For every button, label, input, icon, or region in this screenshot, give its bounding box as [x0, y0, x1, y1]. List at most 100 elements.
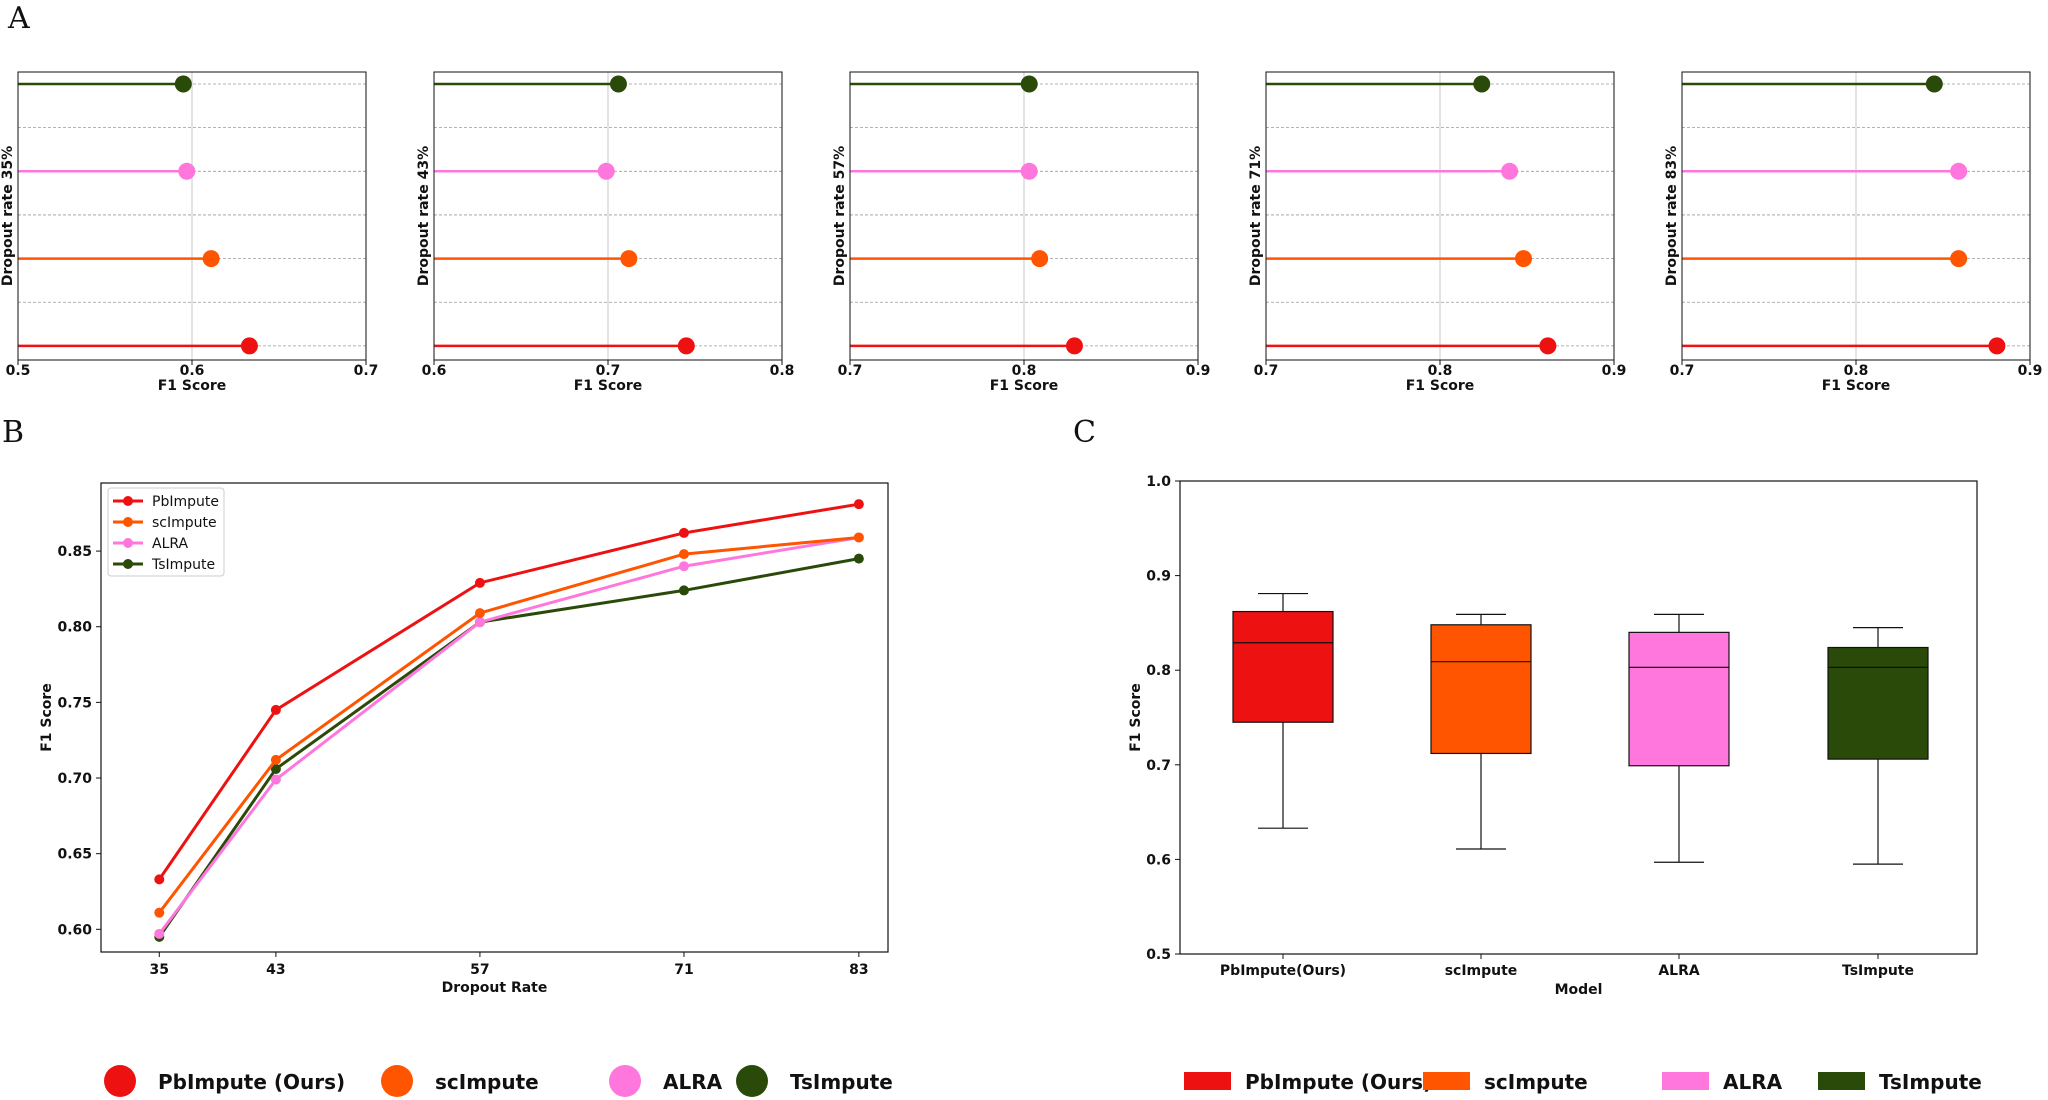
y-tick-label: 0.70 — [57, 771, 92, 787]
lollipop-dot-scimpute — [1031, 250, 1049, 268]
legend-box — [107, 487, 225, 577]
data-point-scimpute — [853, 532, 864, 543]
panel-b-bottom-legend: PbImpute (Ours) scImpute ALRA TsImpute — [104, 1065, 893, 1097]
data-point-tsimpute — [853, 553, 864, 564]
panel-c-box-plot: 0.5 0.6 0.7 0.8 0.9 1.0 PbImpute(Ours) scImpute… — [1128, 474, 1978, 998]
x-tick-label: 0.5 — [6, 363, 31, 379]
x-tick-label: 43 — [266, 962, 285, 978]
subplot-frame — [1681, 71, 2031, 361]
y-axis-label: Dropout rate 57% — [832, 146, 848, 286]
legend-label-alra: ALRA — [663, 1070, 723, 1094]
y-tick-label: 0.75 — [57, 695, 92, 711]
y-tick-label: 0.8 — [1146, 663, 1171, 679]
box-body — [1827, 646, 1929, 760]
x-axis-label: F1 Score — [158, 378, 227, 394]
x-tick-label: 83 — [849, 962, 868, 978]
subplot-frame — [1265, 71, 1615, 361]
lollipop-dot-pbimpute — [240, 337, 258, 355]
subplot-frame — [849, 71, 1199, 361]
x-tick-label: TsImpute — [1842, 963, 1914, 979]
legend-label-scimpute: scImpute — [1484, 1070, 1588, 1094]
x-axis-label: Model — [1555, 982, 1603, 998]
x-tick-label: 0.7 — [1670, 363, 1695, 379]
subplot-frame — [433, 71, 783, 361]
data-point-pbimpute — [270, 704, 281, 715]
panel-c-bottom-legend: PbImpute (Ours) scImpute ALRA TsImpute — [1184, 1070, 1982, 1094]
legend-marker-pbimpute — [123, 496, 133, 506]
legend-label-tsimpute: TsImpute — [1879, 1070, 1982, 1094]
x-tick-label: ALRA — [1658, 963, 1700, 979]
data-point-pbimpute — [678, 527, 689, 538]
inner-legend: PbImpute scImpute ALRA TsImpute — [107, 487, 225, 577]
x-tick-label: PbImpute(Ours) — [1220, 963, 1346, 979]
data-point-alra — [270, 774, 281, 785]
lollipop-dot-alra — [597, 162, 615, 180]
x-tick-label: 0.6 — [422, 363, 447, 379]
x-tick-label: 0.7 — [838, 363, 863, 379]
box-body — [1628, 631, 1730, 767]
box-alra — [1628, 613, 1730, 863]
y-tick-label: 0.5 — [1146, 947, 1171, 963]
lollipop-dot-tsimpute — [1925, 75, 1943, 93]
x-tick-label: 57 — [470, 962, 489, 978]
legend-label-alra: ALRA — [1723, 1070, 1783, 1094]
x-tick-label: 0.8 — [770, 363, 795, 379]
lollipop-dot-pbimpute — [1065, 337, 1083, 355]
legend-label-alra: ALRA — [152, 536, 189, 552]
y-axis-label: Dropout rate 43% — [416, 146, 432, 286]
lollipop-dot-pbimpute — [677, 337, 695, 355]
lollipop-subplot-4: 0.7 0.8 0.9 Dropout rate 71% F1 Score — [1248, 71, 1627, 394]
data-point-scimpute — [154, 907, 165, 918]
x-tick-label: scImpute — [1445, 963, 1518, 979]
data-point-alra — [154, 928, 165, 939]
series-line-pbimpute — [158, 502, 860, 881]
legend-label-pbimpute: PbImpute (Ours) — [1245, 1070, 1432, 1094]
data-point-scimpute — [474, 608, 485, 619]
x-tick-label: 0.9 — [1186, 363, 1211, 379]
x-tick-label: 0.6 — [180, 363, 205, 379]
lollipop-dot-alra — [1950, 162, 1968, 180]
panel-label-c: C — [1073, 415, 1096, 450]
y-tick-label: 1.0 — [1146, 474, 1171, 490]
x-tick-label: 0.8 — [1012, 363, 1037, 379]
panel-b-line-chart: 0.60 0.65 0.70 0.75 0.80 0.85 35 43 57 71 83 Dropou… — [39, 482, 889, 996]
x-axis-label: Dropout Rate — [442, 980, 548, 996]
legend-marker-tsimpute — [123, 559, 133, 569]
x-tick-label: 71 — [674, 962, 693, 978]
legend-label-pbimpute: PbImpute (Ours) — [158, 1070, 345, 1094]
lollipop-dot-tsimpute — [1020, 75, 1038, 93]
legend-swatch-tsimpute — [1818, 1072, 1865, 1090]
lollipop-subplot-1: 0.5 0.6 0.7 Dropout rate 35% F1 Score — [0, 71, 378, 394]
x-tick-label: 0.9 — [2018, 363, 2043, 379]
box-body — [1430, 624, 1532, 755]
lollipop-dot-alra — [178, 162, 196, 180]
legend-dot-pbimpute — [104, 1065, 136, 1097]
x-tick-label: 0.8 — [1844, 363, 1869, 379]
data-point-scimpute — [270, 754, 281, 765]
legend-marker-alra — [123, 538, 133, 548]
x-axis-label: F1 Score — [990, 378, 1059, 394]
series-line-alra — [158, 535, 860, 935]
x-tick-label: 0.7 — [596, 363, 621, 379]
legend-swatch-scimpute — [1423, 1072, 1470, 1090]
x-tick-label: 35 — [150, 962, 169, 978]
data-point-pbimpute — [853, 499, 864, 510]
x-tick-label: 0.9 — [1602, 363, 1627, 379]
lollipop-dot-tsimpute — [609, 75, 627, 93]
x-axis-label: F1 Score — [1822, 378, 1891, 394]
lollipop-subplot-5: 0.7 0.8 0.9 Dropout rate 83% F1 Score — [1664, 71, 2043, 394]
y-tick-label: 0.85 — [57, 544, 92, 560]
box-pbimpute — [1232, 592, 1334, 829]
panel-label-a: A — [7, 1, 30, 36]
lollipop-dot-pbimpute — [1539, 337, 1557, 355]
lollipop-dot-scimpute — [1515, 250, 1533, 268]
y-tick-label: 0.7 — [1146, 758, 1171, 774]
data-point-alra — [678, 561, 689, 572]
legend-label-tsimpute: TsImpute — [151, 557, 215, 573]
x-tick-label: 0.7 — [1254, 363, 1279, 379]
plot-frame — [1179, 480, 1978, 955]
panel-label-b: B — [2, 415, 24, 450]
data-point-alra — [474, 617, 485, 628]
box-scimpute — [1430, 613, 1532, 850]
